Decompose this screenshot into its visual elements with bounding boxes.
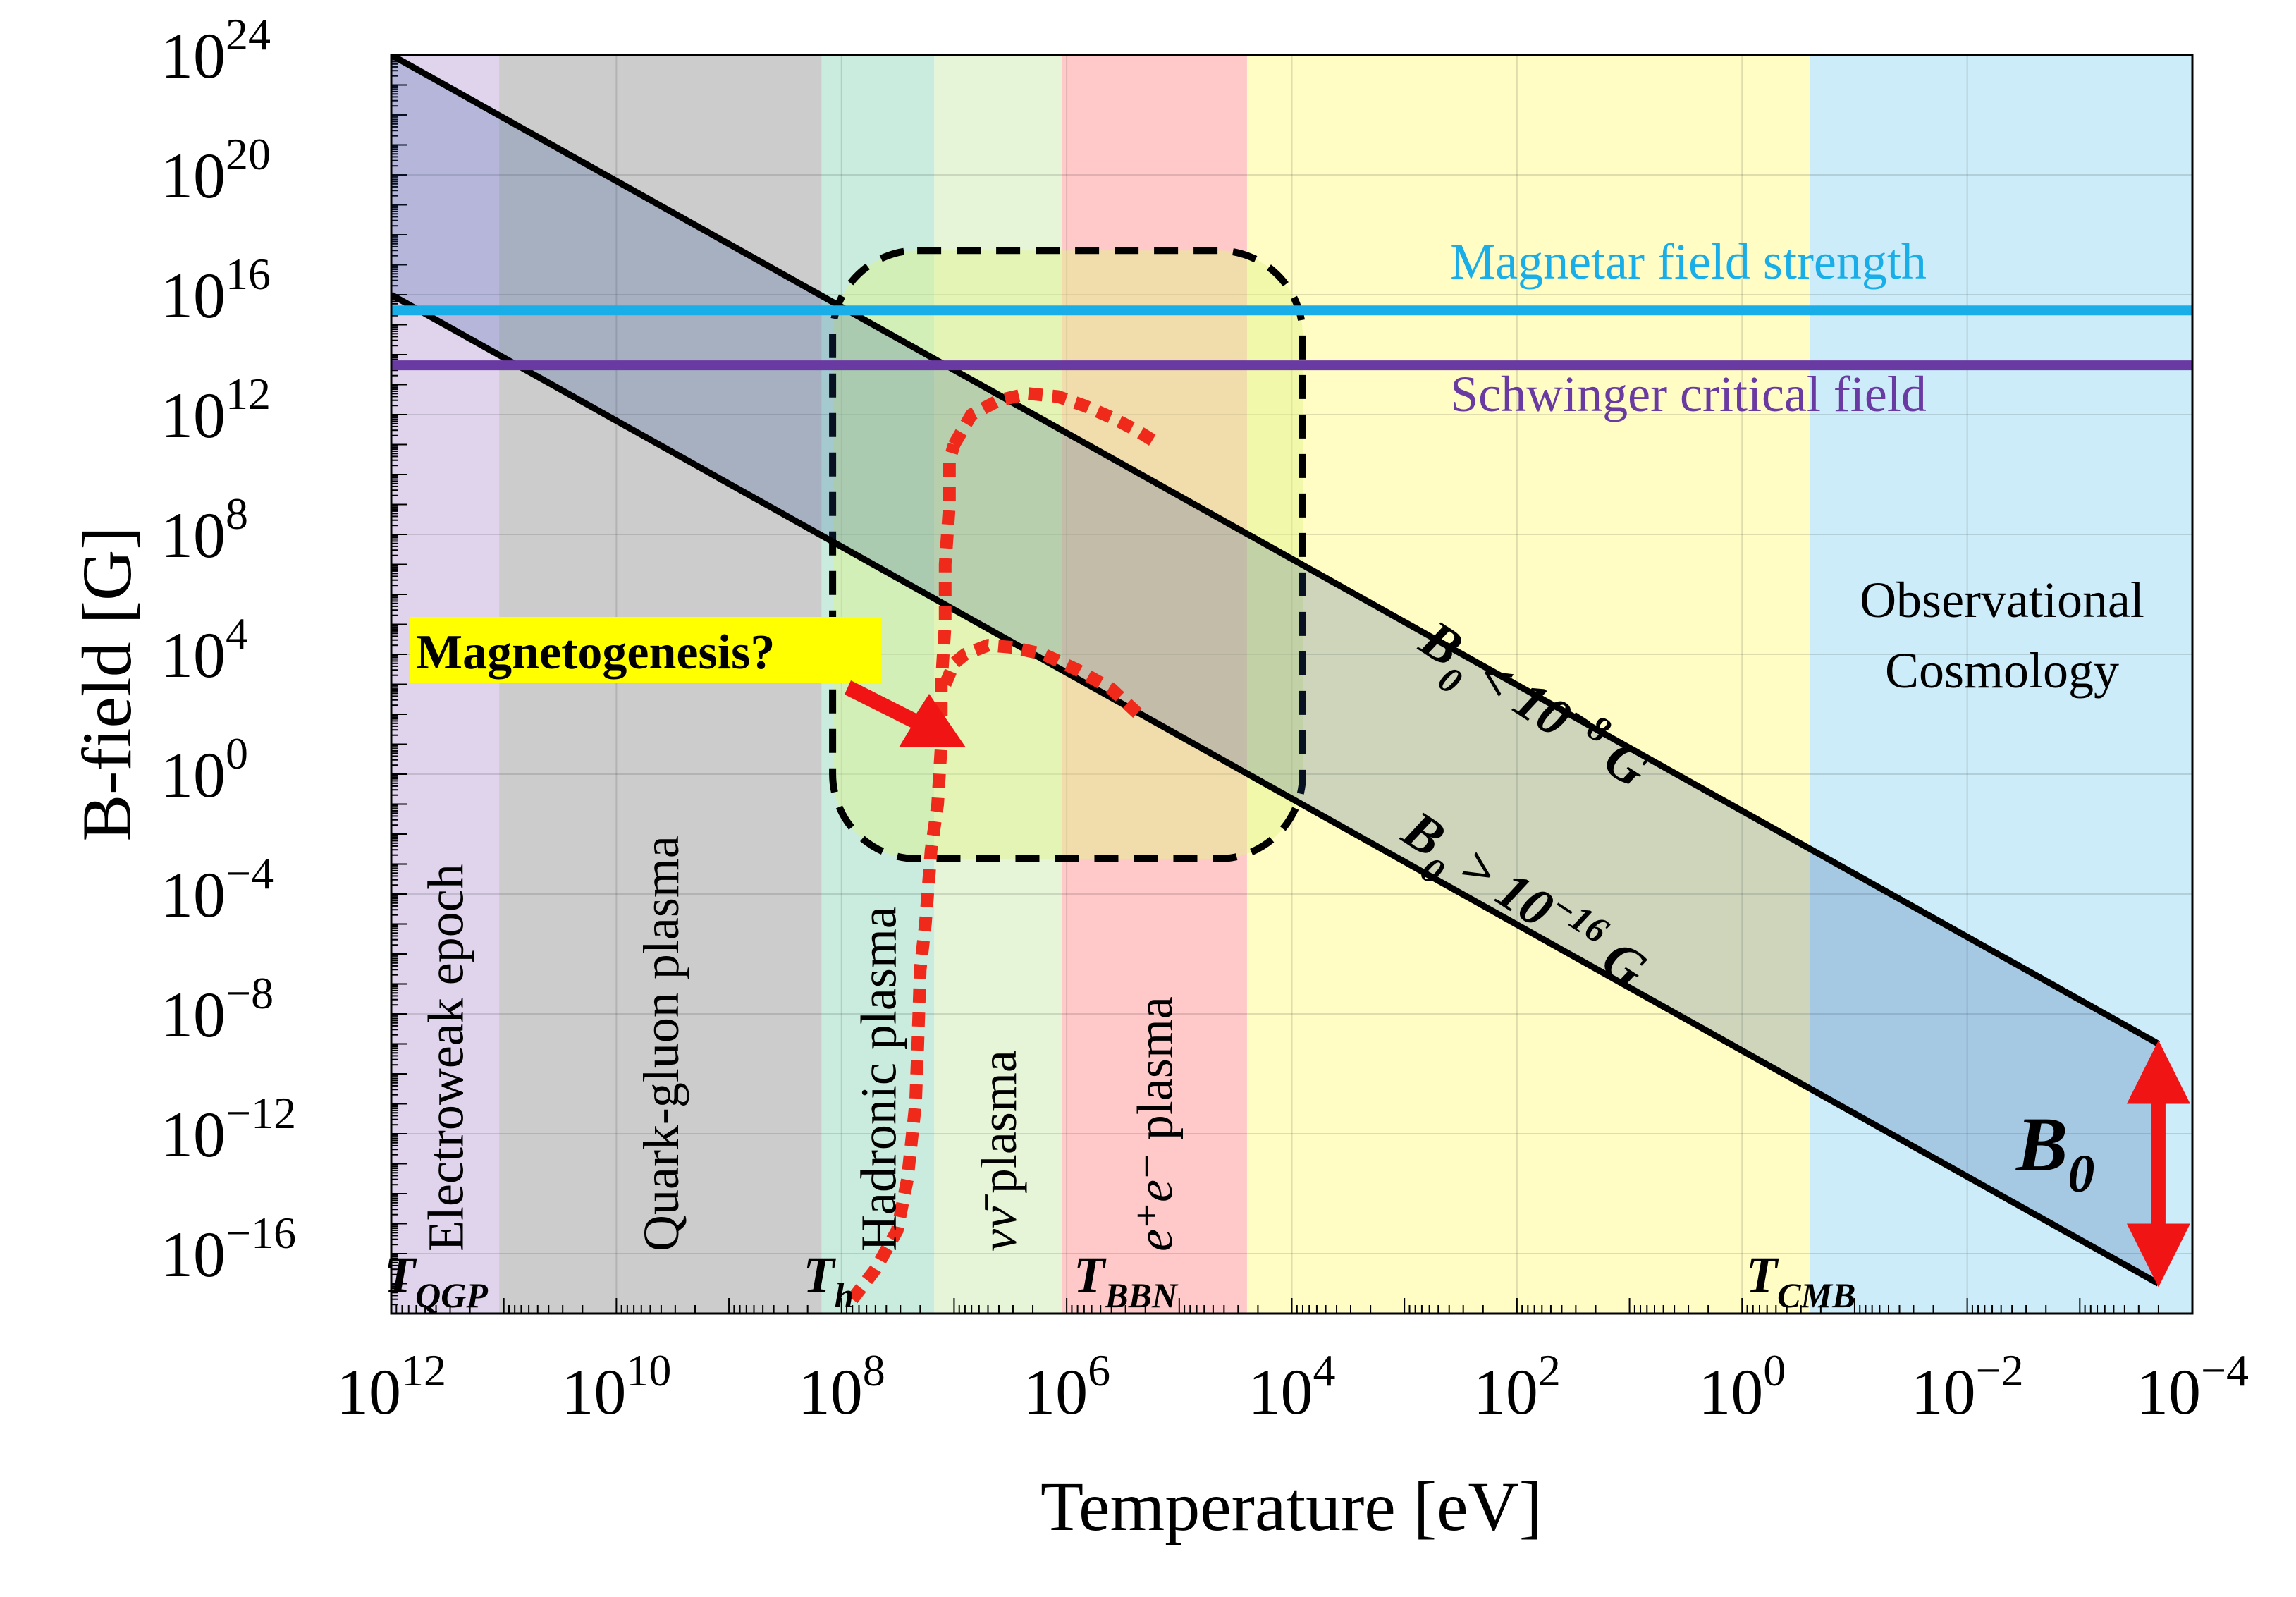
b0-arrow-head-top [2126,1040,2190,1104]
hline-label: Magnetar field strength [1450,233,1927,290]
region-band [391,55,500,1314]
y-tick-label: 100 [161,728,248,811]
magnetogenesis-curve-branch-upper [948,387,1163,451]
magnetogenesis-box-fill [833,250,1303,859]
y-tick-label: 1024 [161,9,271,92]
x-tick-label: 10−4 [2136,1345,2249,1428]
region-labels: Electroweak epoch Quark-gluon plasma Hadro… [418,836,1184,1252]
x-tick-label: 10−2 [1911,1345,2024,1428]
y-tick-label: 1020 [161,129,271,212]
y-tick-label: 104 [161,608,248,691]
region-band [1246,55,1810,1314]
x-tick-label: 100 [1698,1345,1786,1428]
region-band [821,55,935,1314]
region-label: Electroweak epoch [418,864,474,1252]
magnetogenesis-arrow [845,680,966,747]
region-label: νν̄ plasma [971,1050,1027,1252]
curve-layer [847,387,1163,1304]
x-axis-title: Temperature [eV] [1040,1467,1542,1546]
minor-ticks [391,55,2193,1314]
series-line [391,55,2161,1047]
region-label: Quark-gluon plasma [633,836,689,1252]
grid-lines [391,55,2192,1314]
x-tick-label: 104 [1248,1345,1336,1428]
region-label: e⁺e⁻ plasma [1127,996,1184,1252]
x-tick-label: 102 [1473,1345,1561,1428]
hline-labels: Magnetar field strength Schwinger critica… [1450,233,1927,422]
temperature-marker: TCMB [1746,1247,1855,1315]
temperature-marker: TBBN [1074,1247,1179,1315]
y-tick-label: 10−8 [161,968,274,1051]
magnetogenesis-label: Magnetogenesis? [416,625,775,680]
magnetogenesis-highlight [410,617,881,683]
b0-label: B0 [2015,1101,2094,1204]
y-tick-labels: 1024 1020 1016 1012 108 104 100 10−4 10−8 10−12 10… [161,9,296,1290]
hline-label: Schwinger critical field [1450,366,1927,422]
y-axis-title: B-field [G] [68,526,146,841]
magnetogenesis-curve-branch-lower [939,639,1143,719]
temperature-marker: Th [804,1247,854,1315]
y-tick-label: 108 [161,489,248,571]
y-tick-label: 1012 [161,369,271,451]
temperature-marker: TQGP [384,1247,488,1315]
x-tick-labels: 1012 1010 108 106 104 102 100 10−2 10−4 [336,1345,2249,1428]
temperature-markers: TQGP Th TBBN TCMB [384,1247,1855,1315]
observational-label-line2: Cosmology [1885,642,2119,699]
plot-frame [390,54,2194,1315]
y-tick-label: 10−4 [161,848,274,931]
y-tick-label: 10−12 [161,1088,296,1170]
observational-label-line1: Observational [1860,572,2144,628]
magnetogenesis-box-layer [829,247,1306,863]
b0-indicator: B0 [2015,1040,2190,1287]
series-line [391,292,2161,1287]
region-band [934,55,1062,1314]
magnetogenesis-callout: Magnetogenesis? [410,617,966,747]
region-label: Hadronic plasma [850,906,907,1252]
hline-layer [391,305,2192,371]
x-tick-label: 108 [798,1345,885,1428]
magnetogenesis-curve-branch-main [847,442,961,1304]
b0-arrow-head-bottom [2126,1223,2190,1287]
y-tick-label: 1016 [161,249,271,331]
x-tick-label: 106 [1023,1345,1110,1428]
y-tick-label: 10−16 [161,1208,296,1290]
magnetogenesis-box-outline [829,247,1306,863]
x-tick-label: 1010 [561,1345,671,1428]
x-tick-label: 1012 [336,1345,446,1428]
